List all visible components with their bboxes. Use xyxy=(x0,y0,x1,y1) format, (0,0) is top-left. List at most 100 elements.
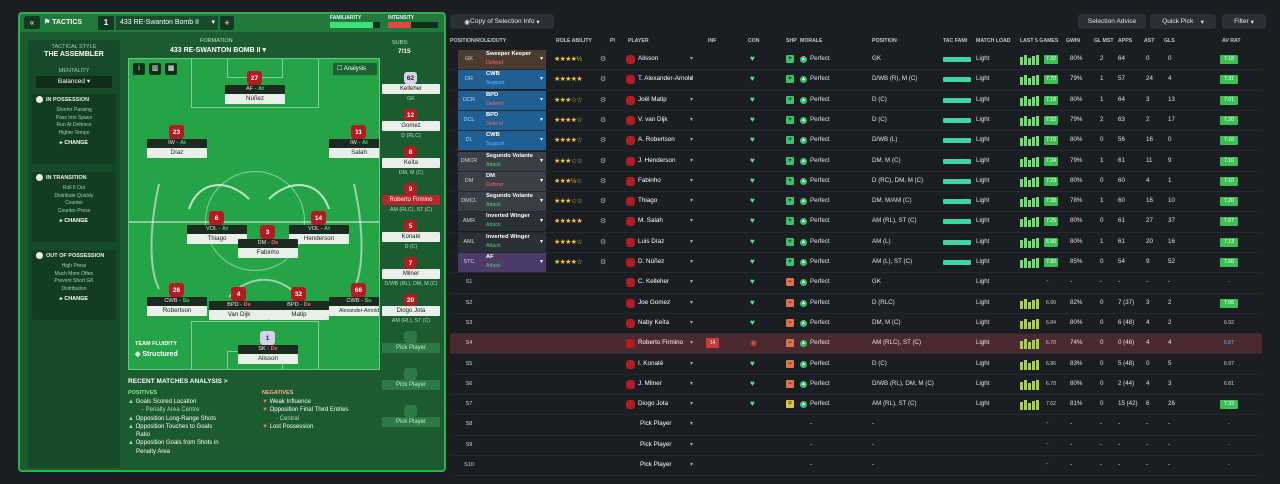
table-row[interactable]: AML Inverted Winger Attack ▾ ★★★★☆ ⚙ Luis Díaz… xyxy=(450,232,1262,253)
familiarity-bar[interactable] xyxy=(330,22,380,28)
column-header[interactable]: ROLE ABILITY xyxy=(556,38,592,44)
player-name[interactable]: C. Kelleher xyxy=(638,278,670,286)
position-role-cell[interactable]: DR CWB Support ▾ xyxy=(458,70,546,90)
column-header[interactable]: LAST 5 GAMES xyxy=(1020,38,1059,44)
instructions-icon[interactable]: ⚙ xyxy=(600,96,607,104)
recent-analysis-link[interactable]: RECENT MATCHES ANALYSIS > xyxy=(128,378,228,385)
mentality-select[interactable]: Balanced ▾ xyxy=(36,76,112,88)
info-icon[interactable]: i xyxy=(133,63,145,75)
table-row[interactable]: GK Sweeper Keeper Defend ▾ ★★★★½ ⚙ Alisson ▾ ♥ + ▲… xyxy=(450,50,1262,71)
chevron-down-icon[interactable]: ▾ xyxy=(690,137,694,144)
change-in-possession-button[interactable]: ▸ CHANGE xyxy=(32,140,116,146)
player-name[interactable]: Pick Player xyxy=(640,461,672,468)
tactic-slot-number[interactable]: 1 xyxy=(98,16,114,30)
table-row[interactable]: S4 Roberto Firmino ▾ 14 ◉ − ▲ Perfect AM (RLC), … xyxy=(450,334,1262,355)
view-select[interactable]: ◉ Copy of Selection Info ▾ xyxy=(450,14,554,29)
player-name[interactable]: Diogo Jota xyxy=(638,400,669,408)
position-role-cell[interactable]: S6 xyxy=(458,375,546,394)
position-role-cell[interactable]: S8 xyxy=(458,415,546,434)
pitch-player[interactable]: 26 CWB - Su Robertson xyxy=(141,283,213,319)
position-role-cell[interactable]: S9 xyxy=(458,436,546,455)
instructions-icon[interactable]: ⚙ xyxy=(600,157,607,165)
chevron-down-icon[interactable]: ▾ xyxy=(540,157,544,164)
position-role-cell[interactable]: S5 xyxy=(458,355,546,374)
table-row[interactable]: AMR Inverted Winger Attack ▾ ★★★★★ ⚙ M. Salah ▾… xyxy=(450,212,1262,233)
table-row[interactable]: S7 Diogo Jota ▾ ♥ = ▲ Perfect AM (RL), ST (C) Li… xyxy=(450,395,1262,416)
chevron-down-icon[interactable]: ▾ xyxy=(690,238,694,245)
change-out-of-possession-button[interactable]: ▸ CHANGE xyxy=(32,296,116,302)
table-row[interactable]: STC AF Attack ▾ ★★★★☆ ⚙ D. Núñez ▾ ♥ + ▲ Perfect AM … xyxy=(450,253,1262,274)
formation-select[interactable]: 433 RE-SWANTON BOMB II ▾ xyxy=(170,46,266,54)
table-row[interactable]: S8 Pick Player ▾ - - - - - - - - - xyxy=(450,415,1262,436)
chevron-down-icon[interactable]: ▾ xyxy=(690,56,694,62)
chevron-down-icon[interactable]: ▾ xyxy=(540,96,544,103)
tactics-tab[interactable]: ⚑ TACTICS xyxy=(44,18,82,26)
instructions-icon[interactable]: ⚙ xyxy=(600,218,607,226)
instructions-icon[interactable]: ⚙ xyxy=(600,116,607,124)
instructions-icon[interactable]: ⚙ xyxy=(600,259,607,266)
player-name[interactable]: Joël Matip xyxy=(638,95,667,103)
table-row[interactable]: DMCL Segundo Volante Attack ▾ ★★★☆☆ ⚙ Thiago ▾ ♥… xyxy=(450,192,1262,213)
chevron-down-icon[interactable]: ▾ xyxy=(690,116,694,123)
table-row[interactable]: S5 I. Konaté ▾ ♥ − ▲ Perfect D (C) Light 6.86 83% 0… xyxy=(450,355,1262,375)
pick-player-slot[interactable]: Pick Player xyxy=(380,405,442,441)
chevron-down-icon[interactable]: ▾ xyxy=(690,96,694,103)
chevron-down-icon[interactable]: ▾ xyxy=(690,360,694,367)
position-role-cell[interactable]: DMCR Segundo Volante Attack ▾ xyxy=(458,151,546,171)
chevron-down-icon[interactable]: ▾ xyxy=(690,177,694,184)
position-role-cell[interactable]: DCR BPD Defend ▾ xyxy=(458,90,546,110)
column-header[interactable]: GL MST xyxy=(1094,38,1114,44)
chevron-down-icon[interactable]: ▾ xyxy=(690,198,694,205)
table-row[interactable]: DMCR Segundo Volante Attack ▾ ★★★☆☆ ⚙ J. Hende… xyxy=(450,151,1262,172)
bar-chart-icon[interactable]: ▥ xyxy=(149,63,161,75)
tactic-name-select[interactable]: 433 RE-Swanton Bomb II ▾ xyxy=(116,16,218,30)
position-role-cell[interactable]: DM DM Defend ▾ xyxy=(458,171,546,191)
column-header[interactable]: MORALE xyxy=(800,38,823,44)
chevron-down-icon[interactable]: ▾ xyxy=(540,116,544,123)
position-role-cell[interactable]: S7 xyxy=(458,395,546,414)
pitch-player[interactable]: 32 BPD - De Matip xyxy=(263,287,335,323)
instructions-icon[interactable]: ⚙ xyxy=(600,238,607,246)
player-name[interactable]: J. Henderson xyxy=(638,156,676,164)
player-name[interactable]: V. van Dijk xyxy=(638,115,668,123)
chevron-down-icon[interactable]: ▾ xyxy=(540,76,544,83)
column-header[interactable]: MATCH LOAD xyxy=(976,38,1011,44)
chevron-down-icon[interactable]: ▾ xyxy=(540,259,544,265)
column-header[interactable]: POSITION xyxy=(872,38,897,44)
pick-player-slot[interactable]: Pick Player xyxy=(380,368,442,404)
position-role-cell[interactable]: AML Inverted Winger Attack ▾ xyxy=(458,232,546,252)
player-name[interactable]: M. Salah xyxy=(638,217,663,225)
chevron-down-icon[interactable]: ▾ xyxy=(540,218,544,225)
chevron-down-icon[interactable]: ▾ xyxy=(690,279,694,286)
player-name[interactable]: Joe Gomez xyxy=(638,298,671,306)
pitch-player[interactable]: 27 AF - At Núñez xyxy=(219,71,291,107)
column-header[interactable]: APPS xyxy=(1118,38,1133,44)
chevron-down-icon[interactable]: ▾ xyxy=(690,462,694,468)
table-row[interactable]: S6 J. Milner ▾ ♥ − ▲ Perfect D/WB (RL), DM, M (… xyxy=(450,375,1262,396)
player-name[interactable]: Fabinho xyxy=(638,176,661,184)
pitch-player[interactable]: 1 SK - De Alisson xyxy=(232,331,304,367)
instructions-icon[interactable]: ⚙ xyxy=(600,177,607,185)
instructions-icon[interactable]: ⚙ xyxy=(600,76,607,84)
column-header[interactable]: AST xyxy=(1144,38,1155,44)
sub-player[interactable]: 62 Kelleher GK xyxy=(380,72,442,108)
table-row[interactable]: DL CWB Support ▾ ★★★★☆ ⚙ A. Robertson ▾ ♥ + ▲ Perfe… xyxy=(450,131,1262,152)
chevron-down-icon[interactable]: ▾ xyxy=(540,198,544,205)
pitch-player[interactable]: 6 VOL - At Thiago xyxy=(181,211,253,247)
table-row[interactable]: DCL BPD Defend ▾ ★★★★☆ ⚙ V. van Dijk ▾ ♥ + ▲ Perfec… xyxy=(450,110,1262,132)
chevron-down-icon[interactable]: ▾ xyxy=(690,401,694,408)
selection-advice-button[interactable]: Selection Advice xyxy=(1078,14,1146,29)
chevron-down-icon[interactable]: ▾ xyxy=(540,56,544,62)
position-role-cell[interactable]: GK Sweeper Keeper Defend ▾ xyxy=(458,50,546,69)
table-row[interactable]: S1 C. Kelleher ▾ ♥ − ▲ Perfect GK Light - - - - - - - xyxy=(450,273,1262,294)
player-name[interactable]: J. Milner xyxy=(638,379,662,387)
sub-player[interactable]: 8 Keïta DM, M (C) xyxy=(380,146,442,182)
table-row[interactable]: S10 Pick Player ▾ - - - - - - - - - xyxy=(450,456,1262,477)
player-name[interactable]: D. Núñez xyxy=(638,258,665,265)
chevron-down-icon[interactable]: ▾ xyxy=(540,238,544,245)
change-in-transition-button[interactable]: ▸ CHANGE xyxy=(32,218,116,224)
intensity-bar[interactable] xyxy=(388,22,438,28)
table-row[interactable]: DCR BPD Defend ▾ ★★★☆☆ ⚙ Joël Matip ▾ ♥ + ▲ Perfect… xyxy=(450,90,1262,111)
table-row[interactable]: S9 Pick Player ▾ - - - - - - - - - xyxy=(450,436,1262,456)
position-role-cell[interactable]: S4 xyxy=(458,334,546,353)
